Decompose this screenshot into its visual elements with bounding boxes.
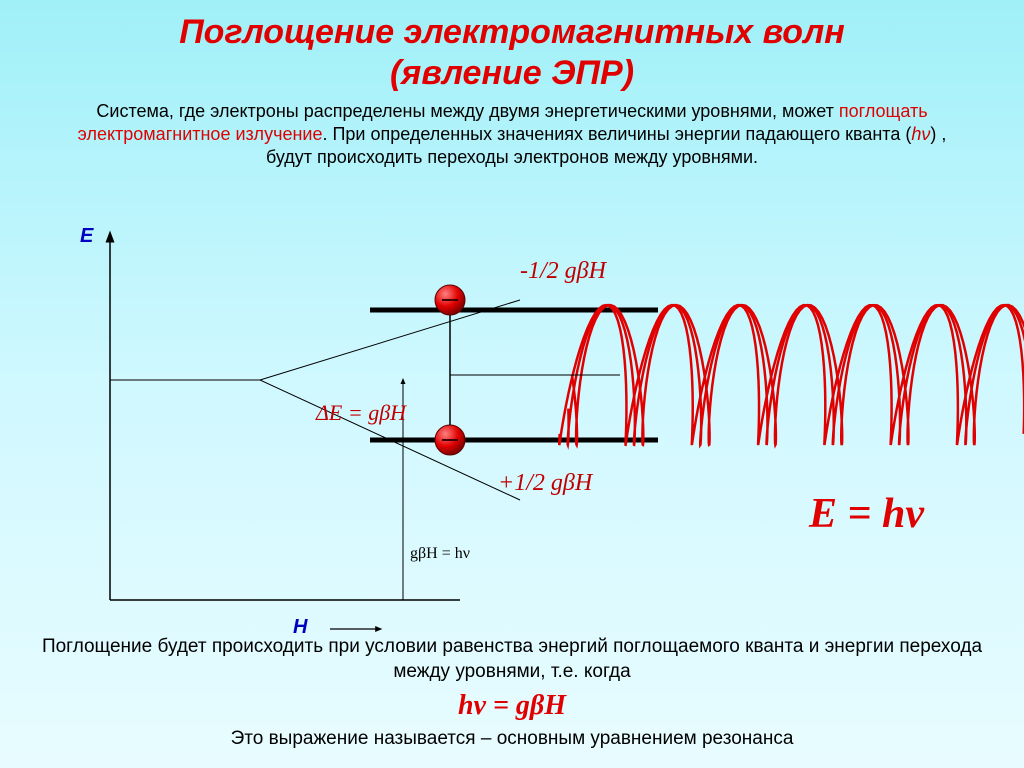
- delta-e-label: ΔE = gβH: [316, 400, 406, 426]
- bottom-text: Поглощение будет происходить при условии…: [40, 635, 984, 684]
- axes: [110, 235, 460, 600]
- energy-split-lines: [110, 300, 520, 500]
- main-formula: E = hν: [809, 490, 924, 538]
- axis-label-e: E: [80, 225, 93, 248]
- em-wave: [559, 305, 1024, 445]
- gbh-hv-label: gβH = hν: [410, 545, 470, 563]
- upper-level-label: -1/2 gβH: [520, 258, 606, 285]
- lower-level-label: +1/2 gβH: [498, 470, 592, 497]
- bottom-formula: hν = gβH: [0, 690, 1024, 722]
- final-line: Это выражение называется – основным урав…: [0, 728, 1024, 750]
